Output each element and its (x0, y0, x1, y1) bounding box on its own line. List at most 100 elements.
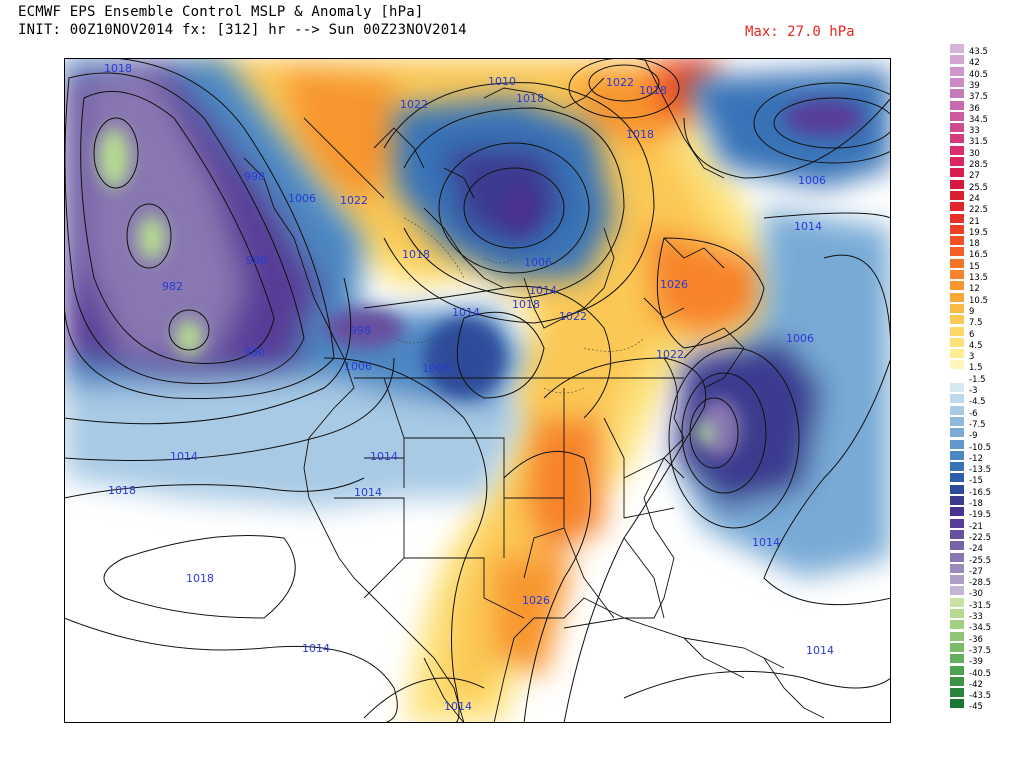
legend-swatch (950, 631, 964, 641)
legend-label: 12 (969, 284, 980, 295)
isobar-label: 1022 (606, 76, 634, 89)
legend-label: -6 (969, 408, 978, 419)
isobar-label: 998 (246, 254, 267, 267)
isobar-label: 990 (244, 346, 265, 359)
legend-swatch (950, 552, 964, 562)
isobar-label: 1022 (400, 98, 428, 111)
legend-swatch (950, 609, 964, 618)
legend-label: 24 (969, 193, 980, 204)
legend-label: 19.5 (969, 227, 988, 238)
isobar-label: 1022 (656, 348, 684, 361)
legend-swatch (950, 224, 964, 234)
legend-swatch (950, 394, 964, 404)
legend-swatch (950, 89, 964, 99)
legend-label: 33 (969, 126, 980, 137)
isobar-label: 1006 (288, 192, 316, 205)
legend-label: -21 (969, 521, 983, 532)
legend-swatch (950, 258, 964, 268)
legend-swatch (950, 100, 964, 110)
legend-swatch (950, 111, 964, 121)
legend-swatch (950, 563, 964, 573)
legend-swatch (950, 281, 964, 291)
isobar-label: 1022 (559, 310, 587, 323)
legend-swatch (950, 529, 964, 539)
legend-swatch (950, 575, 964, 585)
isobar-label: 982 (162, 280, 183, 293)
isobar-label: 1014 (529, 284, 557, 297)
legend-label: -34.5 (969, 623, 991, 634)
legend-label: -1.5 (969, 374, 986, 385)
legend-label: 3 (969, 352, 975, 363)
legend-swatch (950, 428, 964, 438)
isobar-label: 1014 (302, 642, 330, 655)
legend-label: -37.5 (969, 645, 991, 656)
legend-label: -40.5 (969, 668, 991, 679)
legend-swatch (950, 620, 964, 630)
isobar-label: 1014 (170, 450, 198, 463)
lake-outlines (393, 217, 645, 394)
isobar-label: 1014 (354, 486, 382, 499)
legend-swatch (950, 157, 964, 166)
legend-swatch (950, 292, 964, 302)
legend-label: -7.5 (969, 419, 986, 430)
isobar-label: 1006 (798, 174, 826, 187)
legend-label: -13.5 (969, 465, 991, 476)
legend-label: 39 (969, 80, 980, 91)
legend-swatch (950, 349, 964, 359)
chart-title: ECMWF EPS Ensemble Control MSLP & Anomal… (18, 4, 424, 20)
legend-label: -4.5 (969, 397, 986, 408)
legend-swatch (950, 123, 964, 133)
legend-label: -24 (969, 544, 983, 555)
legend-label: 36 (969, 103, 980, 114)
legend-swatch (950, 484, 964, 494)
isobar-label: 1014 (794, 220, 822, 233)
legend-label: -19.5 (969, 510, 991, 521)
legend-label: 10.5 (969, 295, 988, 306)
legend-label: 42 (969, 58, 980, 69)
legend-swatch (950, 236, 964, 246)
legend-swatch (950, 337, 964, 347)
init-forecast-line: INIT: 00Z10NOV2014 fx: [312] hr --> Sun … (18, 22, 467, 38)
legend-swatch (950, 190, 964, 200)
legend-swatch (950, 168, 964, 178)
legend-swatch (950, 202, 964, 212)
legend-label: -39 (969, 657, 983, 668)
legend-label: -30 (969, 589, 983, 600)
legend-swatch (950, 665, 964, 675)
map-frame (64, 58, 891, 723)
legend-swatch (950, 213, 964, 223)
legend-swatch (950, 642, 964, 652)
legend-label: 30 (969, 148, 980, 159)
legend-swatch (950, 360, 964, 370)
mslp-anomaly-map: 1018 1022 1010 1018 1022 1018 1018 998 1006 1022 9… (64, 58, 891, 723)
legend-label: -27 (969, 566, 983, 577)
legend-swatch (950, 699, 964, 709)
isobar-label: 1018 (186, 572, 214, 585)
isobar-label: 1014 (444, 700, 472, 713)
legend-label: -45 (969, 702, 983, 713)
legend-label: 1.5 (969, 363, 983, 374)
legend-swatch (950, 134, 964, 144)
legend-label: 31.5 (969, 137, 988, 148)
legend-label: 34.5 (969, 114, 988, 125)
legend-label: 25.5 (969, 182, 988, 193)
isobar-label: 1022 (340, 194, 368, 207)
legend-swatch (950, 654, 964, 664)
legend-label: -25.5 (969, 555, 991, 566)
legend-label: -10.5 (969, 442, 991, 453)
legend-swatch (950, 247, 964, 257)
legend-swatch (950, 462, 964, 472)
isobar-label: 998 (350, 324, 371, 337)
legend-swatch (950, 473, 964, 483)
max-anomaly-label: Max: 27.0 hPa (745, 24, 855, 40)
isobar-label: 1018 (402, 248, 430, 261)
legend-label: 6 (969, 329, 975, 340)
legend-label: 43.5 (969, 47, 988, 57)
legend-label: -15 (969, 476, 983, 487)
isobar-label: 1006 (344, 360, 372, 373)
isobar-label: 1014 (452, 306, 480, 319)
isobar-label: 1018 (626, 128, 654, 141)
legend-swatch (950, 496, 964, 505)
legend-label: 18 (969, 239, 980, 250)
